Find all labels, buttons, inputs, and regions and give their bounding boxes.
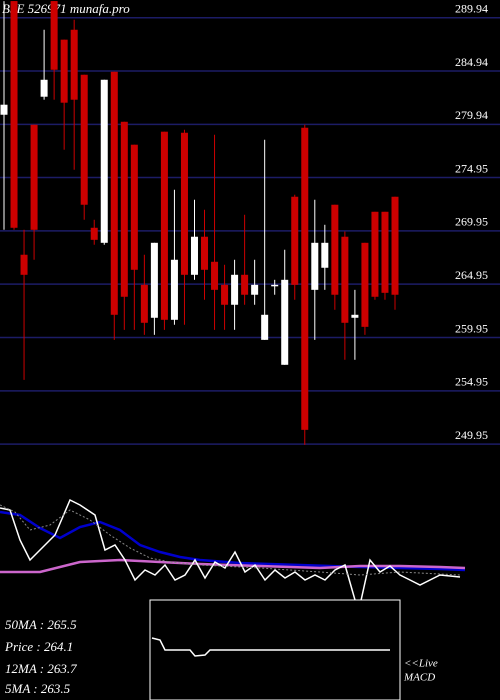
ma-line bbox=[0, 510, 466, 572]
candle-body bbox=[60, 39, 68, 103]
y-tick-label: 259.95 bbox=[455, 321, 488, 335]
candle-body bbox=[130, 144, 138, 270]
chart-title: BSE 526971 munafa.pro bbox=[2, 1, 130, 16]
candle-body bbox=[190, 236, 198, 275]
candle-body bbox=[160, 131, 168, 320]
candle-body bbox=[211, 261, 219, 290]
macd-label: MACD bbox=[403, 672, 435, 684]
y-tick-label: 279.94 bbox=[455, 108, 488, 122]
ma-line bbox=[0, 558, 466, 574]
price-line bbox=[0, 498, 461, 607]
candle-body bbox=[0, 104, 8, 115]
candle-body bbox=[271, 284, 279, 287]
candle-body bbox=[251, 284, 259, 295]
candle-body bbox=[281, 279, 289, 365]
indicator-label: 50MA : 265.5 bbox=[5, 617, 77, 632]
candle-body bbox=[10, 1, 18, 228]
candle-body bbox=[291, 196, 299, 285]
candle-body bbox=[371, 211, 379, 297]
candle-body bbox=[321, 242, 329, 268]
ma-line bbox=[0, 504, 461, 576]
candle-body bbox=[100, 79, 108, 243]
candle-body bbox=[30, 124, 38, 230]
candle-body bbox=[70, 29, 78, 100]
candle-body bbox=[110, 71, 118, 315]
candle-body bbox=[311, 242, 319, 290]
candle-body bbox=[331, 204, 339, 295]
y-tick-label: 249.95 bbox=[455, 428, 488, 442]
y-tick-label: 274.95 bbox=[455, 161, 488, 175]
candle-body bbox=[391, 196, 399, 295]
candle-body bbox=[201, 236, 209, 270]
candle-body bbox=[170, 259, 178, 320]
candle-body bbox=[381, 211, 389, 293]
macd-line bbox=[151, 637, 390, 657]
candle-body bbox=[301, 127, 309, 430]
y-tick-label: 269.95 bbox=[455, 215, 488, 229]
indicator-panel bbox=[0, 498, 466, 607]
candle-body bbox=[20, 254, 28, 275]
candle-body bbox=[361, 242, 369, 327]
macd-label: <<Live bbox=[404, 658, 438, 670]
candle-body bbox=[140, 284, 148, 323]
y-tick-label: 289.94 bbox=[455, 1, 488, 15]
candle-body bbox=[150, 242, 158, 318]
candle-body bbox=[231, 274, 239, 305]
candle-body bbox=[221, 284, 229, 305]
candle-body bbox=[40, 79, 48, 97]
candle-body bbox=[261, 314, 269, 340]
candle-body bbox=[80, 74, 88, 205]
candle-body bbox=[50, 1, 58, 70]
y-tick-label: 254.95 bbox=[455, 375, 488, 389]
y-tick-label: 284.94 bbox=[455, 55, 488, 69]
candle-body bbox=[90, 227, 98, 240]
candle-body bbox=[351, 314, 359, 318]
y-tick-label: 264.95 bbox=[455, 268, 488, 282]
indicator-label: 12MA : 263.7 bbox=[5, 661, 77, 676]
candle-body bbox=[180, 132, 188, 275]
indicator-label: Price : 264.1 bbox=[4, 639, 73, 654]
candle-body bbox=[120, 121, 128, 297]
candle-body bbox=[241, 274, 249, 295]
indicator-label: 5MA : 263.5 bbox=[5, 681, 71, 696]
candle-body bbox=[341, 236, 349, 323]
